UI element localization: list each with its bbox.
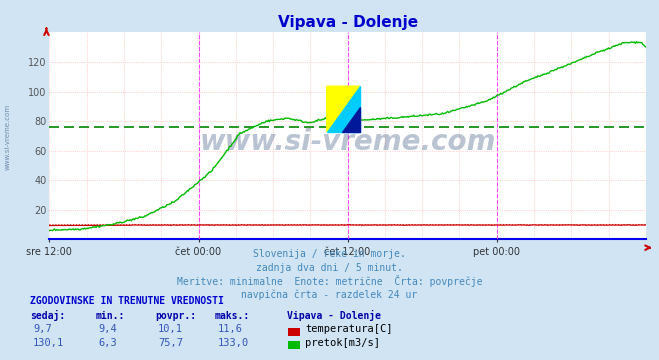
Text: temperatura[C]: temperatura[C] xyxy=(305,324,393,334)
Title: Vipava - Dolenje: Vipava - Dolenje xyxy=(277,15,418,30)
Text: ZGODOVINSKE IN TRENUTNE VREDNOSTI: ZGODOVINSKE IN TRENUTNE VREDNOSTI xyxy=(30,296,223,306)
Text: 6,3: 6,3 xyxy=(99,338,117,348)
Text: maks.:: maks.: xyxy=(214,311,249,321)
Text: min.:: min.: xyxy=(96,311,125,321)
Text: www.si-vreme.com: www.si-vreme.com xyxy=(200,128,496,156)
Text: pretok[m3/s]: pretok[m3/s] xyxy=(305,338,380,348)
Text: zadnja dva dni / 5 minut.: zadnja dva dni / 5 minut. xyxy=(256,263,403,273)
Polygon shape xyxy=(327,86,360,132)
Text: sedaj:: sedaj: xyxy=(30,310,65,321)
Text: Vipava - Dolenje: Vipava - Dolenje xyxy=(287,310,381,321)
Text: 75,7: 75,7 xyxy=(158,338,183,348)
Text: 10,1: 10,1 xyxy=(158,324,183,334)
Text: 133,0: 133,0 xyxy=(217,338,248,348)
Text: 9,4: 9,4 xyxy=(99,324,117,334)
Text: 130,1: 130,1 xyxy=(33,338,64,348)
Text: www.si-vreme.com: www.si-vreme.com xyxy=(5,104,11,170)
Text: povpr.:: povpr.: xyxy=(155,311,196,321)
Text: Meritve: minimalne  Enote: metrične  Črta: povprečje: Meritve: minimalne Enote: metrične Črta:… xyxy=(177,275,482,287)
Polygon shape xyxy=(327,86,360,132)
Text: 9,7: 9,7 xyxy=(33,324,51,334)
Text: 11,6: 11,6 xyxy=(217,324,243,334)
Text: navpična črta - razdelek 24 ur: navpična črta - razdelek 24 ur xyxy=(241,290,418,301)
Polygon shape xyxy=(341,107,360,132)
Text: Slovenija / reke in morje.: Slovenija / reke in morje. xyxy=(253,249,406,260)
